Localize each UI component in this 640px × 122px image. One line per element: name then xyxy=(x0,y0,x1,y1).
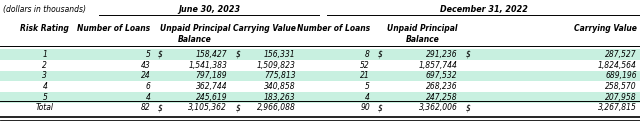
Text: 183,263: 183,263 xyxy=(264,93,296,102)
Text: 1,824,564: 1,824,564 xyxy=(598,61,637,70)
Text: 6: 6 xyxy=(145,82,150,91)
Text: $: $ xyxy=(236,50,241,59)
Text: 268,236: 268,236 xyxy=(426,82,458,91)
Text: 362,744: 362,744 xyxy=(196,82,227,91)
Text: Carrying Value: Carrying Value xyxy=(574,24,637,33)
Text: $: $ xyxy=(466,50,471,59)
Text: 2: 2 xyxy=(42,61,47,70)
Text: 90: 90 xyxy=(360,103,370,112)
Text: $: $ xyxy=(158,103,163,112)
Bar xyxy=(0,71,640,81)
Text: Risk Rating: Risk Rating xyxy=(20,24,69,33)
Text: 775,813: 775,813 xyxy=(264,71,296,80)
Text: 287,527: 287,527 xyxy=(605,50,637,59)
Text: 245,619: 245,619 xyxy=(196,93,227,102)
Text: 689,196: 689,196 xyxy=(605,71,637,80)
Text: Total: Total xyxy=(36,103,54,112)
Text: 1,509,823: 1,509,823 xyxy=(257,61,296,70)
Text: 156,331: 156,331 xyxy=(264,50,296,59)
Text: Unpaid Principal
Balance: Unpaid Principal Balance xyxy=(387,24,458,44)
Text: $: $ xyxy=(378,103,383,112)
Text: 207,958: 207,958 xyxy=(605,93,637,102)
Text: 247,258: 247,258 xyxy=(426,93,458,102)
Text: 52: 52 xyxy=(360,61,370,70)
Text: $: $ xyxy=(466,103,471,112)
Text: June 30, 2023: June 30, 2023 xyxy=(178,5,241,15)
Text: 8: 8 xyxy=(365,50,370,59)
Text: 5: 5 xyxy=(42,93,47,102)
Text: December 31, 2022: December 31, 2022 xyxy=(440,5,527,15)
Text: 3,105,362: 3,105,362 xyxy=(188,103,227,112)
Text: 3,267,815: 3,267,815 xyxy=(598,103,637,112)
Bar xyxy=(0,49,640,60)
Text: 2,966,088: 2,966,088 xyxy=(257,103,296,112)
Text: $: $ xyxy=(378,50,383,59)
Text: Number of Loans: Number of Loans xyxy=(77,24,150,33)
Text: 5: 5 xyxy=(145,50,150,59)
Text: 258,570: 258,570 xyxy=(605,82,637,91)
Text: $: $ xyxy=(158,50,163,59)
Text: 24: 24 xyxy=(141,71,150,80)
Text: 340,858: 340,858 xyxy=(264,82,296,91)
Text: 43: 43 xyxy=(141,61,150,70)
Text: 291,236: 291,236 xyxy=(426,50,458,59)
Text: 3,362,006: 3,362,006 xyxy=(419,103,458,112)
Text: 697,532: 697,532 xyxy=(426,71,458,80)
Text: 3: 3 xyxy=(42,71,47,80)
Bar xyxy=(0,92,640,103)
Text: 797,189: 797,189 xyxy=(196,71,227,80)
Text: 1: 1 xyxy=(42,50,47,59)
Text: Unpaid Principal
Balance: Unpaid Principal Balance xyxy=(160,24,230,44)
Text: Carrying Value: Carrying Value xyxy=(233,24,296,33)
Text: 1,857,744: 1,857,744 xyxy=(419,61,458,70)
Text: Number of Loans: Number of Loans xyxy=(297,24,370,33)
Text: 4: 4 xyxy=(145,93,150,102)
Text: 4: 4 xyxy=(42,82,47,91)
Text: 4: 4 xyxy=(365,93,370,102)
Text: 82: 82 xyxy=(141,103,150,112)
Text: 1,541,383: 1,541,383 xyxy=(188,61,227,70)
Text: 158,427: 158,427 xyxy=(196,50,227,59)
Text: 21: 21 xyxy=(360,71,370,80)
Text: 5: 5 xyxy=(365,82,370,91)
Text: (dollars in thousands): (dollars in thousands) xyxy=(3,5,86,15)
Text: $: $ xyxy=(236,103,241,112)
